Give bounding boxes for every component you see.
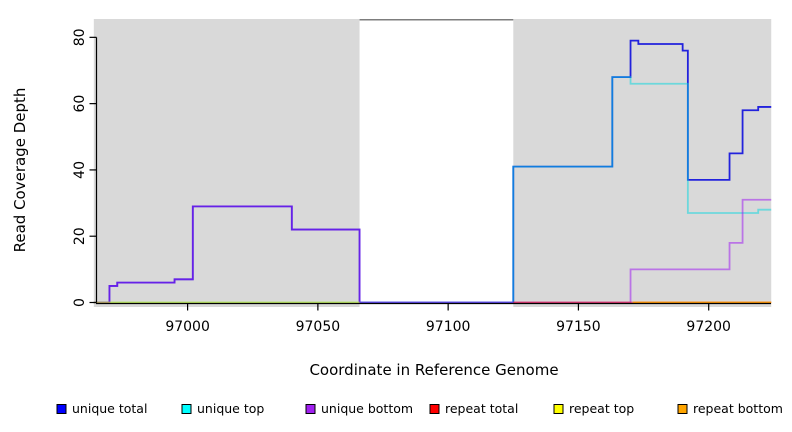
shaded-region (93, 19, 360, 307)
y-axis: 0 20 40 60 80 (72, 28, 98, 307)
y-tick-label: 20 (72, 227, 88, 245)
x-tick-label: 97200 (686, 319, 731, 335)
x-axis: 97000 97050 97100 97150 97200 (96, 302, 771, 335)
x-tick-label: 97050 (296, 319, 341, 335)
legend-label-repeat-bottom: repeat bottom (693, 401, 783, 416)
y-tick-label: 80 (72, 28, 88, 46)
legend-swatch-unique-total (56, 404, 67, 414)
series-lines (93, 39, 772, 304)
y-tick-label: 60 (72, 95, 88, 113)
legend-swatch-unique-top (181, 404, 192, 414)
legend: unique total unique top unique bottom repea… (56, 401, 783, 416)
legend-swatch-unique-bottom (305, 404, 316, 414)
x-tick-label: 97150 (556, 319, 601, 335)
plot-background (93, 19, 772, 307)
legend-label-unique-bottom: unique bottom (321, 401, 413, 416)
series-line-unique-bottom (93, 198, 772, 304)
legend-swatch-repeat-bottom (677, 404, 688, 414)
legend-label-unique-total: unique total (72, 401, 147, 416)
x-tick-label: 97100 (426, 319, 471, 335)
y-tick-label: 0 (72, 298, 88, 307)
x-axis-title: Coordinate in Reference Genome (309, 361, 558, 379)
x-tick-label: 97000 (165, 319, 210, 335)
legend-label-unique-top: unique top (197, 401, 264, 416)
series-line-unique-top (93, 76, 772, 304)
legend-swatch-repeat-total (429, 404, 440, 414)
shaded-region (513, 19, 772, 307)
y-tick-label: 40 (72, 161, 88, 179)
legend-swatch-repeat-top (553, 404, 564, 414)
y-axis-title: Read Coverage Depth (11, 88, 29, 253)
legend-label-repeat-top: repeat top (569, 401, 634, 416)
legend-label-repeat-total: repeat total (445, 401, 518, 416)
